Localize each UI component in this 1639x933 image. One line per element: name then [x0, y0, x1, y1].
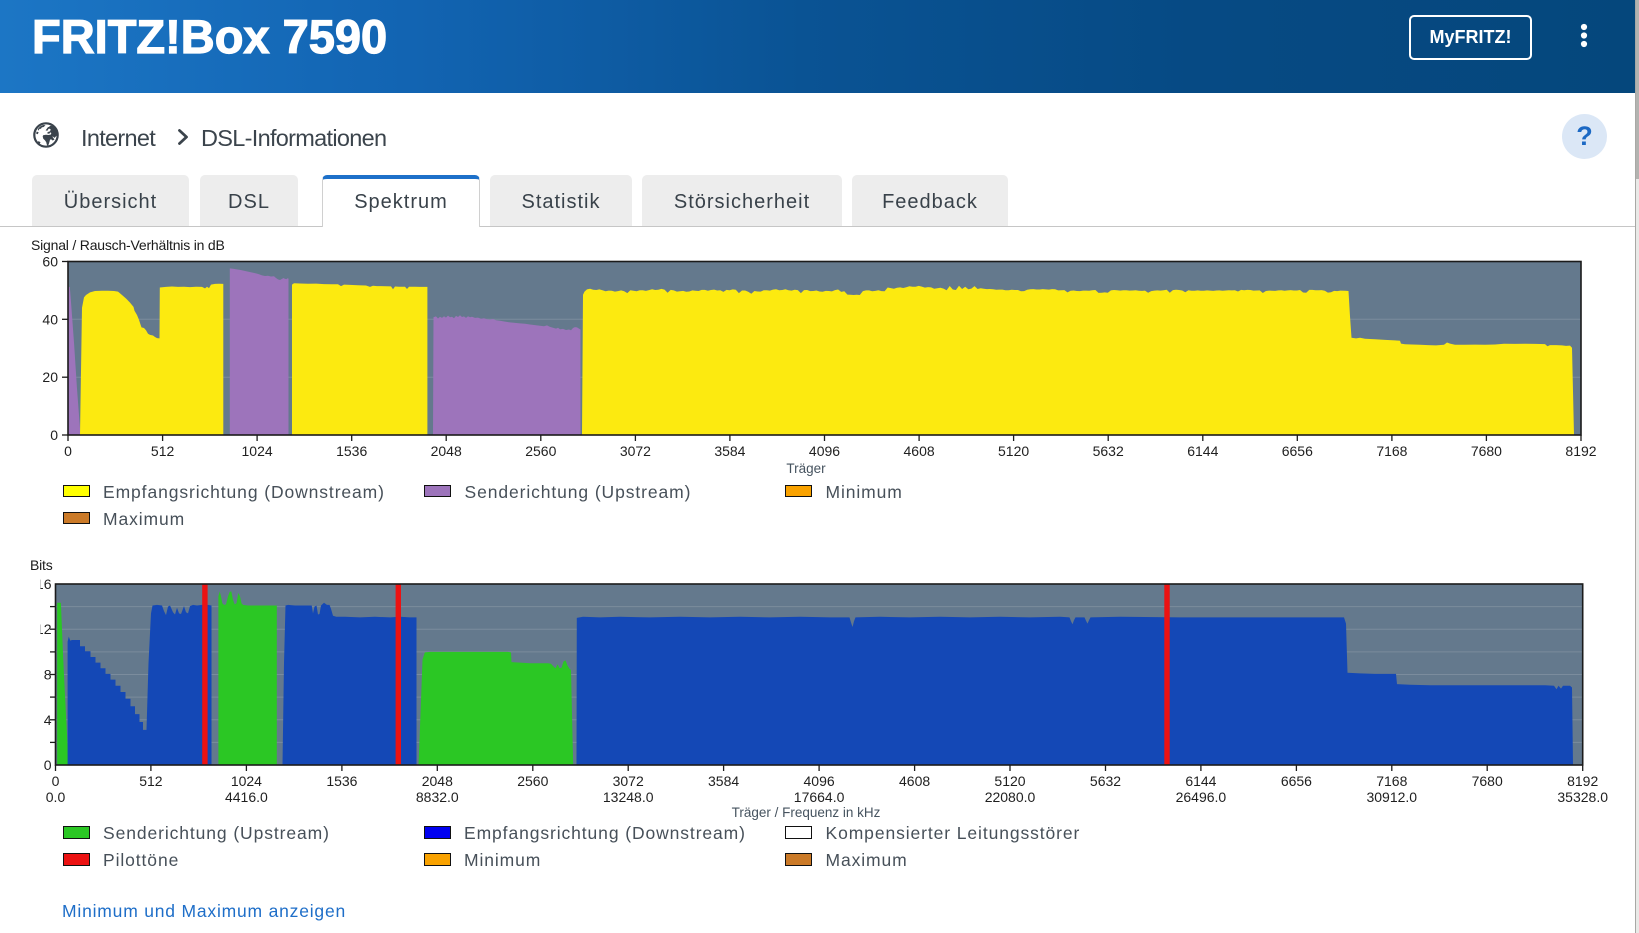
svg-text:5120: 5120: [994, 773, 1025, 789]
svg-text:8192: 8192: [1565, 443, 1596, 459]
svg-text:5632: 5632: [1093, 443, 1124, 459]
svg-text:4: 4: [44, 712, 52, 728]
svg-text:2048: 2048: [422, 773, 453, 789]
svg-text:12: 12: [36, 621, 52, 637]
svg-text:2560: 2560: [525, 443, 556, 459]
svg-text:7168: 7168: [1376, 443, 1407, 459]
svg-text:4096: 4096: [804, 773, 835, 789]
svg-text:13248.0: 13248.0: [603, 789, 654, 805]
svg-text:1024: 1024: [242, 443, 273, 459]
svg-text:512: 512: [139, 773, 163, 789]
svg-text:4608: 4608: [899, 773, 930, 789]
svg-text:60: 60: [42, 254, 58, 270]
svg-text:8192: 8192: [1567, 773, 1598, 789]
svg-text:5120: 5120: [998, 443, 1029, 459]
svg-text:7680: 7680: [1471, 443, 1502, 459]
svg-text:512: 512: [151, 443, 175, 459]
svg-text:4096: 4096: [809, 443, 840, 459]
svg-text:22080.0: 22080.0: [985, 789, 1036, 805]
svg-text:3584: 3584: [708, 773, 739, 789]
svg-text:7680: 7680: [1472, 773, 1503, 789]
svg-text:6656: 6656: [1281, 773, 1312, 789]
svg-text:20: 20: [42, 369, 58, 385]
svg-text:1536: 1536: [336, 443, 367, 459]
svg-text:0.0: 0.0: [46, 789, 66, 805]
svg-text:3072: 3072: [620, 443, 651, 459]
svg-text:35328.0: 35328.0: [1557, 789, 1608, 805]
svg-text:40: 40: [42, 311, 58, 327]
svg-text:Träger: Träger: [786, 461, 826, 476]
svg-text:0: 0: [44, 757, 52, 773]
svg-text:6656: 6656: [1282, 443, 1313, 459]
svg-text:3584: 3584: [714, 443, 745, 459]
svg-text:3072: 3072: [613, 773, 644, 789]
svg-text:1536: 1536: [326, 773, 357, 789]
svg-text:4416.0: 4416.0: [225, 789, 268, 805]
svg-text:6144: 6144: [1187, 443, 1218, 459]
svg-text:16: 16: [36, 576, 52, 592]
svg-text:2048: 2048: [431, 443, 462, 459]
svg-text:0: 0: [50, 427, 58, 443]
svg-text:0: 0: [64, 443, 72, 459]
svg-text:0: 0: [52, 773, 60, 789]
svg-text:30912.0: 30912.0: [1366, 789, 1417, 805]
svg-text:8832.0: 8832.0: [416, 789, 459, 805]
svg-text:7168: 7168: [1376, 773, 1407, 789]
svg-text:8: 8: [44, 667, 52, 683]
svg-text:4608: 4608: [904, 443, 935, 459]
svg-text:5632: 5632: [1090, 773, 1121, 789]
svg-text:6144: 6144: [1185, 773, 1216, 789]
svg-text:1024: 1024: [231, 773, 262, 789]
svg-text:Träger / Frequenz in kHz: Träger / Frequenz in kHz: [732, 805, 881, 820]
svg-text:2560: 2560: [517, 773, 548, 789]
svg-text:26496.0: 26496.0: [1176, 789, 1227, 805]
svg-text:17664.0: 17664.0: [794, 789, 845, 805]
